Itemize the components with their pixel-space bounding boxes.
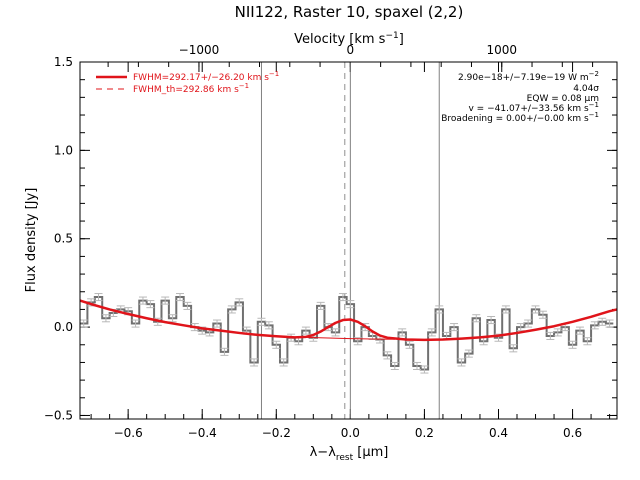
annotation-significance: 4.04σ: [573, 84, 599, 94]
x-tick-label: −0.6: [114, 426, 143, 440]
legend-label-fit: FWHM=292.17+/−26.20 km s−1: [133, 70, 279, 83]
legend: FWHM=292.17+/−26.20 km s−1 FWHM_th=292.8…: [96, 70, 279, 95]
y-tick-label: 0.5: [54, 232, 73, 246]
x-tick-label: −0.2: [262, 426, 291, 440]
annotation-eqw: EQW = 0.08 μm: [527, 94, 599, 104]
annotation-broadening: Broadening = 0.00+/−0.00 km s−1: [441, 111, 599, 124]
axis-ticks: −0.6 −0.4 −0.2 0.0 0.2 0.4 0.6 −0.5 0.0 0.5 1.0 1.5…: [44, 43, 617, 440]
plot-frame: [79, 61, 618, 420]
x-tick-label: 0.2: [415, 426, 434, 440]
fit-curve: [79, 299, 618, 342]
data-series: [79, 293, 618, 374]
y-tick-label: 1.0: [54, 143, 73, 157]
y-axis-label: Flux density [Jy]: [24, 188, 39, 293]
reference-lines: [260, 62, 440, 419]
annotation-flux: 2.90e−18+/−7.19e−19 W m−2: [458, 70, 599, 83]
x-tick-label: 0.0: [341, 426, 360, 440]
top-tick-label: 0: [347, 43, 355, 57]
x-axis-label-sub: rest: [336, 453, 354, 463]
legend-label-theoretical: FWHM_th=292.86 km s−1: [133, 82, 249, 95]
top-axis-label: Velocity [km s−1]: [294, 31, 404, 47]
x-tick-label: 0.4: [489, 426, 508, 440]
fit-annotations: 2.90e−18+/−7.19e−19 W m−2 4.04σ EQW = 0.…: [441, 70, 599, 124]
x-tick-label: 0.6: [563, 426, 582, 440]
top-axis-label-sup: −1: [385, 31, 398, 41]
chart-title: NII122, Raster 10, spaxel (2,2): [235, 3, 464, 21]
y-tick-label: −0.5: [44, 408, 73, 422]
top-tick-label: −1000: [179, 43, 220, 57]
y-tick-label: 0.0: [54, 320, 73, 334]
annotation-velocity: v = −41.07+/−33.56 km s−1: [469, 101, 600, 114]
top-tick-label: 1000: [486, 43, 517, 57]
y-tick-label: 1.5: [54, 55, 73, 69]
x-axis-label: λ−λrest [μm]: [310, 445, 389, 463]
x-tick-label: −0.4: [188, 426, 217, 440]
